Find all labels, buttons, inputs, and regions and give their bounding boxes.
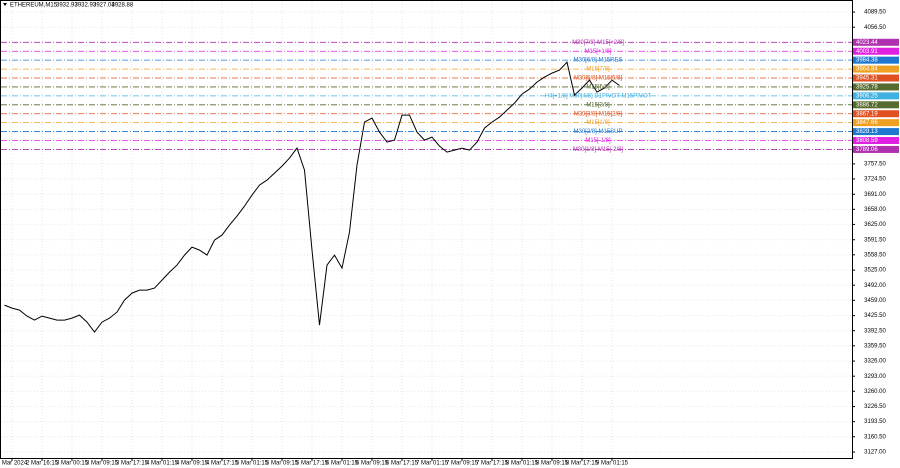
x-tick-label: 2 Mar 2024: [0, 461, 28, 467]
level-label: H4[+1/8] M30[4/8] D1PIVOT M15PIVOT: [545, 93, 652, 99]
level-price: 3867.19: [856, 111, 878, 117]
x-tick-label: 7 Mar 01:15: [416, 461, 449, 467]
level-price-box: [853, 47, 899, 55]
x-tick-label: 4 Mar 01:15: [146, 461, 179, 467]
level-price: 3964.84: [856, 67, 878, 73]
level-label: M15[1/8]: [586, 120, 610, 126]
level-label: M15[3/8]: [586, 102, 610, 108]
level-label: M15[+1/8]: [585, 49, 612, 55]
y-tick-label: 3757.50: [864, 161, 886, 167]
y-tick-label: 3359.50: [864, 343, 886, 349]
level-price: 3984.38: [856, 58, 878, 64]
y-tick-label: 3160.50: [864, 434, 886, 440]
level-label: M30[7/8] M15[+2/8]: [572, 40, 624, 46]
level-price: 3847.66: [856, 120, 878, 126]
x-tick-label: 3 Mar 09:15: [86, 461, 119, 467]
y-tick-label: 3459.00: [864, 298, 886, 304]
level-label: M30[2/8] M15SUP: [573, 129, 622, 135]
level-price: 3906.25: [856, 93, 878, 99]
level-label: M15[-1/8]: [585, 138, 611, 144]
x-tick-label: 3 Mar 17:15: [116, 461, 149, 467]
level-label: M30[3/8] M15[2/8]: [574, 111, 623, 117]
level-price: 3828.13: [856, 129, 878, 135]
level-price-box: [853, 56, 899, 64]
x-tick-label: 3 Mar 00:15: [56, 461, 89, 467]
ohlc-value: 3932.93: [56, 3, 78, 9]
x-tick-label: 2 Mar 16:15: [26, 461, 59, 467]
x-tick-label: 5 Mar 17:15: [296, 461, 329, 467]
level-price-box: [853, 74, 899, 82]
level-price-box: [853, 83, 899, 91]
x-tick-label: 8 Mar 01:15: [506, 461, 539, 467]
level-price: 4003.91: [856, 49, 878, 55]
x-tick-label: 6 Mar 09:15: [356, 461, 389, 467]
y-tick-label: 3724.50: [864, 177, 886, 183]
y-tick-label: 3293.00: [864, 374, 886, 380]
ohlc-value: 3932.93: [75, 3, 97, 9]
level-price: 3886.72: [856, 102, 878, 108]
y-tick-label: 3193.50: [864, 419, 886, 425]
x-tick-label: 5 Mar 01:15: [236, 461, 269, 467]
x-tick-label: 4 Mar 09:15: [176, 461, 209, 467]
y-tick-label: 3326.00: [864, 359, 886, 365]
level-price-box: [853, 128, 899, 136]
y-tick-label: 3392.50: [864, 328, 886, 334]
x-tick-label: 8 Mar 17:15: [566, 461, 599, 467]
level-price-box: [853, 110, 899, 118]
level-label: M30[6/8] M15RES: [573, 58, 622, 64]
level-price-box: [853, 119, 899, 127]
price-line: [4, 61, 620, 333]
level-label: M30[1/8] M15[-2/8]: [573, 147, 624, 153]
x-tick-label: 6 Mar 01:15: [326, 461, 359, 467]
x-tick-label: 6 Mar 17:15: [386, 461, 419, 467]
level-price-box: [853, 65, 899, 73]
y-tick-label: 4089.50: [864, 10, 886, 16]
level-price: 3945.31: [856, 76, 878, 82]
y-tick-label: 3425.50: [864, 313, 886, 319]
ohlc-value: 3928.88: [112, 3, 134, 9]
x-tick-label: 5 Mar 09:15: [266, 461, 299, 467]
y-tick-label: 3127.00: [864, 450, 886, 456]
level-label: M30[5/8] M15[6/8]: [574, 76, 623, 82]
level-price: 4023.44: [856, 40, 878, 46]
ohlc-value: 3927.04: [93, 3, 115, 9]
x-tick-label: 8 Mar 09:15: [536, 461, 569, 467]
y-tick-label: 3558.50: [864, 252, 886, 258]
level-price: 3808.59: [856, 138, 878, 144]
level-label: M15[7/8]: [586, 67, 610, 73]
x-tick-label: 7 Mar 17:15: [476, 461, 509, 467]
x-tick-label: 9 Mar 01:15: [596, 461, 629, 467]
symbol-label: ETHEREUM,M15: [10, 3, 58, 9]
y-tick-label: 3226.50: [864, 404, 886, 410]
level-price-box: [853, 145, 899, 153]
y-tick-label: 3591.50: [864, 237, 886, 243]
level-label: M15[5/8]: [586, 85, 610, 91]
level-price-box: [853, 101, 899, 109]
header-arrow: [3, 3, 7, 6]
y-tick-label: 3525.00: [864, 268, 886, 274]
y-tick-label: 3691.00: [864, 192, 886, 198]
x-tick-label: 7 Mar 09:15: [446, 461, 479, 467]
y-tick-label: 3658.00: [864, 207, 886, 213]
y-tick-label: 3492.00: [864, 283, 886, 289]
y-tick-label: 4056.50: [864, 25, 886, 31]
level-price: 3789.06: [856, 147, 878, 153]
plot-frame: [0, 0, 853, 459]
x-tick-label: 4 Mar 17:15: [206, 461, 239, 467]
level-price-box: [853, 92, 899, 100]
y-tick-label: 3260.00: [864, 389, 886, 395]
y-tick-label: 3625.00: [864, 222, 886, 228]
level-price: 3925.78: [856, 85, 878, 91]
level-price-box: [853, 137, 899, 145]
level-price-box: [853, 38, 899, 46]
